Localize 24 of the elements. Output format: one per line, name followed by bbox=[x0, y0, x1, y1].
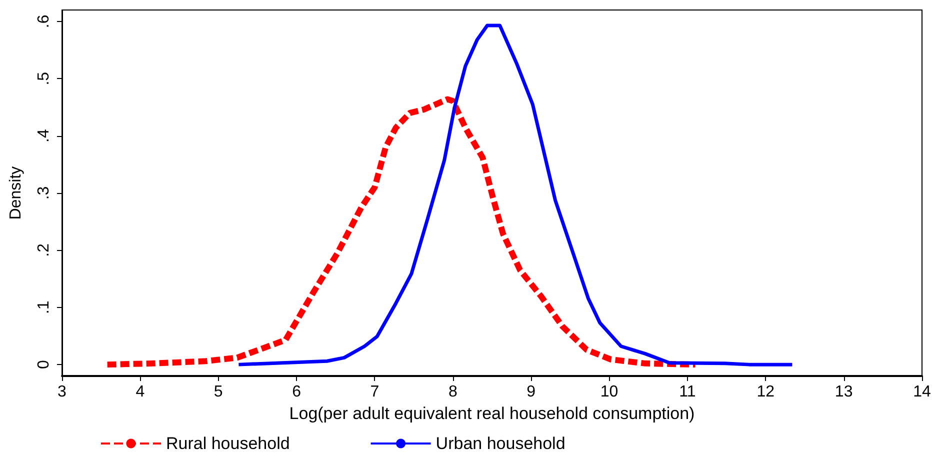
y-axis-title: Density bbox=[8, 166, 24, 220]
y-tick-label: .3 bbox=[36, 186, 52, 200]
y-tick-label: 0 bbox=[36, 360, 52, 370]
x-tick-label: 13 bbox=[834, 384, 853, 400]
line-series bbox=[236, 24, 794, 366]
x-tick-label: 12 bbox=[756, 384, 775, 400]
y-tick-label: .4 bbox=[36, 129, 52, 142]
y-tick-label: .5 bbox=[36, 72, 52, 86]
x-tick-label: 5 bbox=[214, 384, 223, 400]
x-tick-label: 7 bbox=[370, 384, 380, 400]
legend-label: Rural household bbox=[166, 434, 290, 453]
x-tick-label: 6 bbox=[292, 384, 302, 400]
y-tick-label: .2 bbox=[36, 243, 52, 257]
x-tick-label: 10 bbox=[600, 384, 618, 400]
y-tick-label: .6 bbox=[36, 14, 52, 28]
x-tick-label: 14 bbox=[913, 384, 931, 400]
x-axis-title: Log(per adult equivalent real household consumption) bbox=[289, 404, 695, 423]
x-tick-label: 11 bbox=[679, 384, 696, 400]
x-tick-label: 9 bbox=[526, 384, 536, 400]
x-tick-label: 4 bbox=[136, 384, 145, 400]
x-tick-label: 8 bbox=[448, 384, 458, 400]
legend-label: Urban household bbox=[436, 434, 566, 453]
y-tick-label: .1 bbox=[36, 300, 52, 314]
x-tick-label: 3 bbox=[58, 384, 67, 400]
